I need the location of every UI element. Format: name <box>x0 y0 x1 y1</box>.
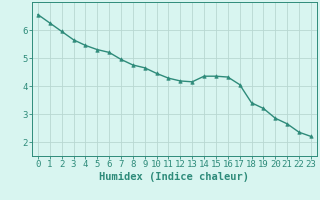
X-axis label: Humidex (Indice chaleur): Humidex (Indice chaleur) <box>100 172 249 182</box>
